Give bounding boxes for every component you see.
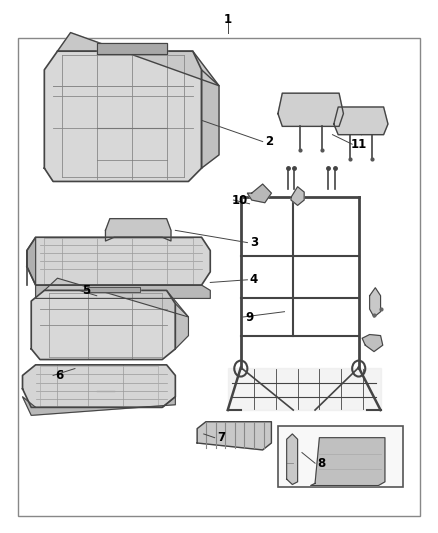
Polygon shape: [57, 33, 219, 86]
Polygon shape: [31, 290, 175, 360]
Polygon shape: [35, 285, 210, 298]
Polygon shape: [247, 184, 272, 203]
Polygon shape: [22, 365, 175, 407]
Polygon shape: [197, 422, 272, 450]
Polygon shape: [370, 288, 381, 317]
Text: 8: 8: [318, 457, 326, 470]
Polygon shape: [287, 434, 297, 484]
Polygon shape: [291, 187, 304, 205]
Polygon shape: [201, 70, 219, 168]
Text: 1: 1: [224, 13, 232, 26]
Text: 5: 5: [82, 284, 90, 297]
FancyBboxPatch shape: [279, 426, 403, 487]
Polygon shape: [27, 237, 35, 285]
Polygon shape: [362, 335, 383, 352]
Text: 10: 10: [232, 193, 248, 207]
Polygon shape: [106, 219, 171, 241]
Polygon shape: [278, 93, 343, 126]
Text: 6: 6: [56, 369, 64, 382]
Text: 11: 11: [350, 138, 367, 151]
Polygon shape: [175, 304, 188, 349]
Polygon shape: [27, 237, 210, 285]
Text: 9: 9: [245, 311, 254, 324]
Polygon shape: [334, 107, 388, 135]
Polygon shape: [311, 438, 385, 486]
Polygon shape: [44, 51, 201, 181]
Polygon shape: [22, 397, 175, 415]
Polygon shape: [44, 278, 188, 317]
Text: 4: 4: [250, 273, 258, 286]
Text: 2: 2: [265, 135, 273, 148]
Polygon shape: [228, 368, 381, 410]
Text: 3: 3: [250, 236, 258, 249]
Polygon shape: [88, 287, 141, 292]
Polygon shape: [97, 43, 166, 54]
Text: 7: 7: [217, 431, 225, 444]
